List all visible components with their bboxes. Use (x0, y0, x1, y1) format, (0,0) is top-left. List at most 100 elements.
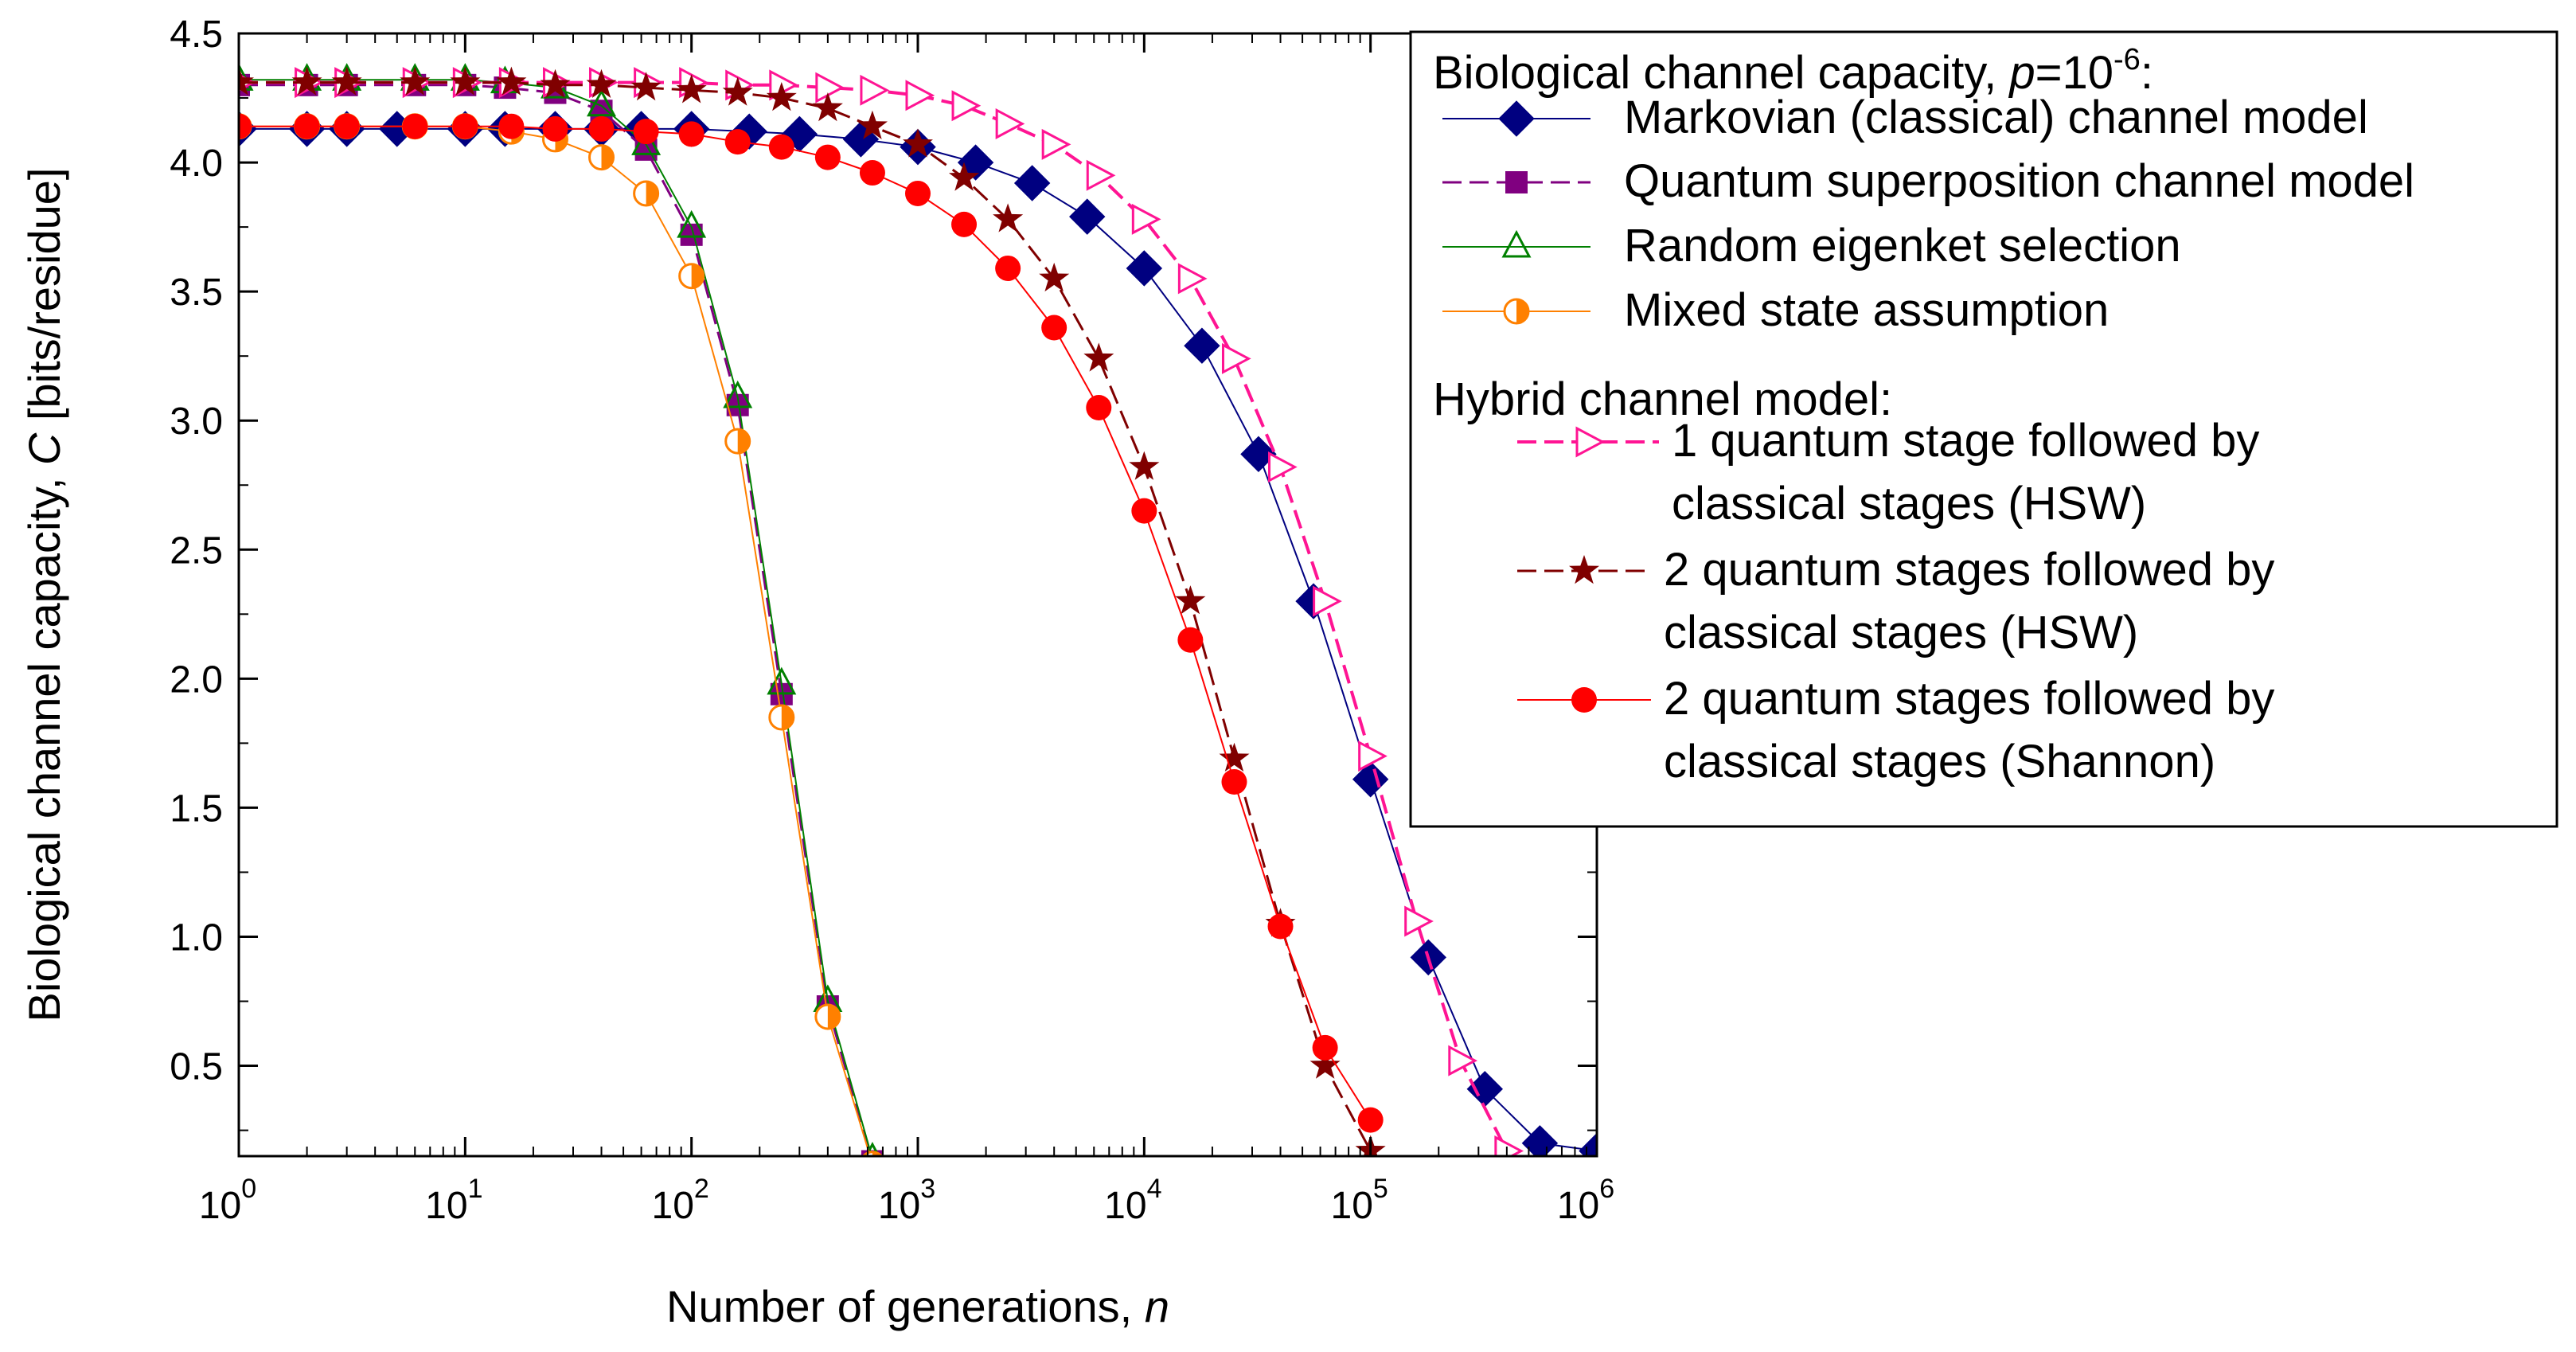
x-tick-exponent: 6 (1599, 1174, 1614, 1204)
data-point (678, 121, 704, 147)
data-point (400, 66, 431, 96)
data-point (331, 66, 362, 96)
series-5 (239, 67, 1524, 1156)
y-axis-label-unit: [bits/residue] (19, 168, 69, 433)
data-point (768, 704, 795, 731)
data-point (766, 82, 797, 111)
data-point (587, 88, 617, 117)
data-point (1240, 436, 1277, 473)
data-point (633, 119, 659, 145)
series-7 (239, 113, 1384, 1133)
x-tick-label: 103 (878, 1174, 935, 1227)
data-point (905, 80, 935, 111)
data-point-fill (646, 181, 658, 205)
data-point (1358, 740, 1388, 772)
x-tick-exponent: 4 (1147, 1174, 1162, 1204)
data-point (1069, 198, 1106, 235)
y-axis-label-symbol: C (19, 432, 69, 465)
legend-header-symbol: p (2008, 47, 2035, 99)
data-point (1312, 1034, 1338, 1061)
x-tick-base: 10 (425, 1185, 467, 1227)
data-point (723, 380, 753, 408)
data-point-fill (601, 145, 614, 170)
data-point (724, 129, 751, 155)
x-tick-label: 102 (652, 1174, 709, 1227)
data-point (1267, 913, 1294, 940)
data-point (1131, 203, 1161, 235)
data-point (1041, 315, 1067, 341)
data-point (1494, 1135, 1524, 1156)
data-point-fill (691, 264, 704, 288)
legend-swatch-marker (1569, 555, 1599, 584)
data-point (1309, 1049, 1341, 1079)
data-point (1126, 250, 1163, 287)
y-axis: 0.5 1.0 1.5 2.0 2.5 3.0 3.5 4.0 4.5 (170, 14, 1597, 1131)
data-point (812, 92, 843, 122)
data-point (1177, 263, 1208, 295)
data-point (1221, 342, 1251, 374)
x-tick-base: 10 (1331, 1185, 1373, 1227)
legend-hybrid-header: Hybrid channel model: (1433, 373, 1892, 425)
series-3 (239, 63, 880, 1156)
legend: Biological channel capacity, p=10-6: Hyb… (1409, 30, 2558, 828)
data-point (768, 134, 794, 160)
data-point (993, 203, 1024, 232)
data-point (859, 160, 885, 186)
data-point (588, 144, 615, 171)
y-tick-label: 3.5 (170, 272, 223, 314)
series-line (239, 84, 872, 1156)
data-point (949, 162, 980, 191)
legend-label: Random eigenket selection (1624, 220, 2181, 272)
series-line (239, 125, 872, 1156)
data-point (860, 74, 890, 106)
legend-label: 2 quantum stages followed by (1664, 544, 2274, 596)
data-point-fill (827, 1004, 840, 1029)
data-point (542, 115, 568, 142)
y-tick-label: 0.5 (170, 1046, 223, 1088)
x-tick-label: 104 (1104, 1174, 1161, 1227)
y-tick-label: 3.0 (170, 401, 223, 443)
data-point (294, 113, 320, 139)
data-point (1041, 128, 1071, 160)
data-point (540, 68, 571, 98)
data-point (1039, 262, 1070, 292)
x-tick-label: 100 (199, 1174, 256, 1227)
data-point (1177, 627, 1204, 653)
data-point (815, 72, 845, 104)
data-point (334, 113, 360, 139)
legend-swatch-marker (1498, 100, 1535, 137)
data-point (995, 107, 1025, 139)
legend-label: classical stages (Shannon) (1664, 736, 2215, 787)
y-tick-label: 2.5 (170, 529, 223, 572)
data-point (1521, 1125, 1559, 1156)
data-point (1268, 451, 1298, 483)
data-point (291, 66, 322, 96)
legend-header-text: Biological channel capacity, (1433, 47, 2009, 99)
legend-entry-4: Mixed state assumption (1442, 284, 2109, 336)
data-point (1404, 905, 1434, 937)
data-point-fill (737, 429, 750, 454)
data-point (951, 90, 982, 122)
data-point (995, 255, 1021, 281)
series-2 (239, 73, 884, 1156)
series-4 (239, 113, 884, 1156)
x-tick-label: 101 (425, 1174, 482, 1227)
x-tick-exponent: 0 (241, 1174, 256, 1204)
y-tick-label: 1.0 (170, 916, 223, 959)
legend-entry-7: 2 quantum stages followed by classical st… (1517, 673, 2274, 787)
legend-label: Markovian (classical) channel model (1624, 92, 2368, 143)
data-point (1086, 159, 1116, 191)
series-line (239, 81, 1372, 1152)
legend-swatch-marker (1503, 298, 1530, 325)
legend-entry-5: 1 quantum stage followed by classical st… (1517, 415, 2259, 529)
data-point (1219, 742, 1250, 772)
legend-swatch-marker (1575, 426, 1606, 458)
data-point (724, 428, 751, 455)
data-point (239, 113, 252, 139)
x-axis-label-text: Number of generations, (666, 1281, 1145, 1331)
data-point (633, 180, 660, 207)
y-tick-label: 2.0 (170, 658, 223, 701)
data-point (1352, 761, 1389, 798)
x-tick-exponent: 1 (468, 1174, 483, 1204)
